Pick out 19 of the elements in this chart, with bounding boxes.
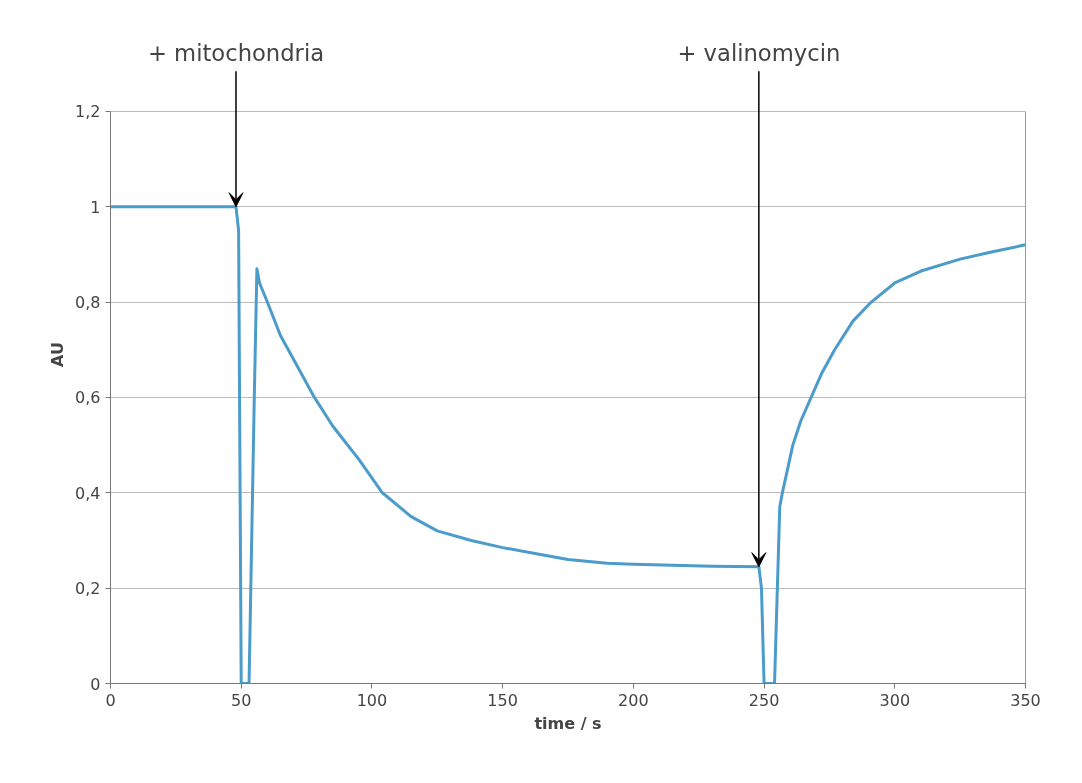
annotation: + mitochondria — [147, 39, 325, 66]
y-tick-label: 0,4 — [75, 483, 101, 503]
x-tick-label: 350 — [1010, 690, 1041, 710]
y-axis-title: AU — [48, 342, 68, 367]
y-tick-label: 0,2 — [75, 579, 101, 599]
x-tick-label: 0 — [105, 690, 116, 710]
x-tick-label: 250 — [748, 690, 780, 710]
y-tick-label: 1,2 — [75, 102, 101, 122]
x-tick-label: 300 — [879, 690, 911, 710]
x-axis-title: time / s — [534, 713, 602, 733]
x-tick-label: 150 — [487, 690, 518, 710]
y-tick-label: 1 — [90, 197, 101, 217]
y-tick-label: 0,6 — [75, 388, 101, 408]
x-tick-label: 50 — [231, 690, 252, 710]
x-tick-label: 100 — [356, 690, 388, 710]
y-tick-label: 0 — [90, 674, 101, 694]
x-tick-label: 200 — [618, 690, 649, 710]
y-tick-label: 0,8 — [75, 293, 101, 313]
annotation: + valinomycin — [677, 39, 841, 66]
